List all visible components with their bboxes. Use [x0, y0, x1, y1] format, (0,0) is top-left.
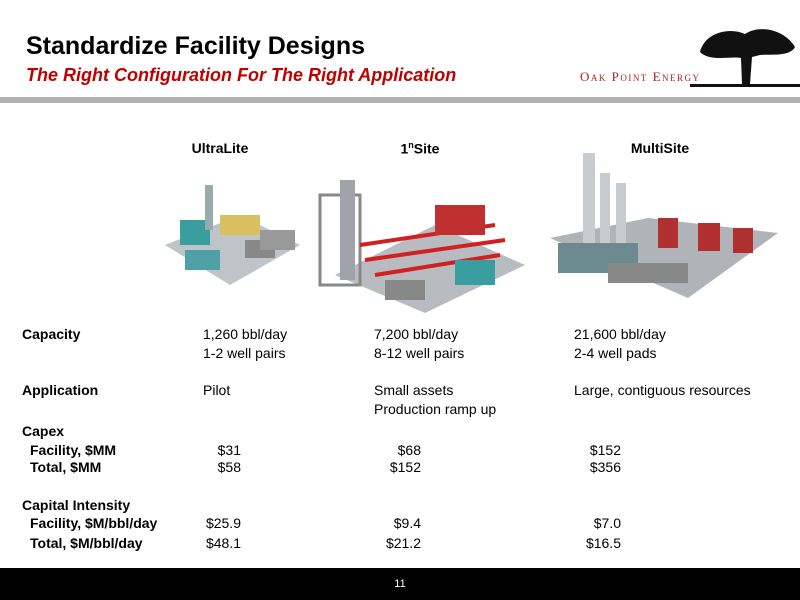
cell-text: $68 — [397, 442, 421, 458]
column-header-sup: n — [408, 140, 414, 150]
cell-text: Pilot — [203, 382, 231, 398]
logo-tree — [690, 29, 800, 87]
row-label: Total, $MM — [30, 459, 102, 475]
multisite-image — [550, 153, 778, 298]
cell-text: $25.9 — [205, 515, 241, 531]
row-label: Facility, $M/bbl/day — [30, 515, 158, 531]
column-header-text: UltraLite — [191, 140, 249, 156]
row-label: Total, $M/bbl/day — [30, 535, 143, 551]
cell-text: 2-4 well pads — [574, 345, 657, 361]
column-header-text: Site — [413, 140, 440, 157]
page-number: 11 — [394, 578, 406, 590]
column-header-text: 1 — [400, 140, 409, 157]
cell-text: $152 — [589, 442, 621, 458]
cell-text: 7,200 bbl/day — [374, 326, 459, 342]
row-label: Capacity — [22, 326, 81, 342]
cell-text: $31 — [217, 442, 241, 458]
column-header: 1nSite — [340, 140, 500, 157]
divider — [0, 97, 800, 103]
logo-text: Oak Point Energy — [580, 69, 701, 84]
cell-text: $21.2 — [385, 535, 421, 551]
column-header: UltraLite — [140, 140, 300, 156]
row-label: Facility, $MM — [30, 442, 117, 458]
row-label: Application — [22, 382, 99, 398]
column-header: MultiSite — [580, 140, 740, 156]
cell-text: 8-12 well pairs — [374, 345, 465, 361]
ultralite-image — [165, 185, 300, 285]
cell-text: 1,260 bbl/day — [203, 326, 288, 342]
row-label: Capital Intensity — [22, 497, 131, 513]
cell-text: Large, contiguous resources — [574, 382, 751, 398]
subtitle: The Right Configuration For The Right Ap… — [26, 65, 457, 85]
cell-text: 1-2 well pairs — [203, 345, 286, 361]
column-header-text: MultiSite — [630, 140, 690, 156]
cell-text: 21,600 bbl/day — [574, 326, 666, 342]
cell-text: $9.4 — [393, 515, 421, 531]
row-label: Capex — [22, 423, 65, 439]
cell-text: Production ramp up — [374, 401, 497, 417]
cell-text: $58 — [217, 459, 241, 475]
cell-text: $16.5 — [585, 535, 621, 551]
1nsite-image — [318, 180, 525, 313]
cell-text: Small assets — [374, 382, 454, 398]
cell-text: $48.1 — [205, 535, 241, 551]
cell-text: $356 — [589, 459, 621, 475]
title: Standardize Facility Designs — [26, 32, 365, 60]
cell-text: $152 — [389, 459, 421, 475]
cell-text: $7.0 — [593, 515, 621, 531]
footer-bar — [0, 568, 800, 600]
